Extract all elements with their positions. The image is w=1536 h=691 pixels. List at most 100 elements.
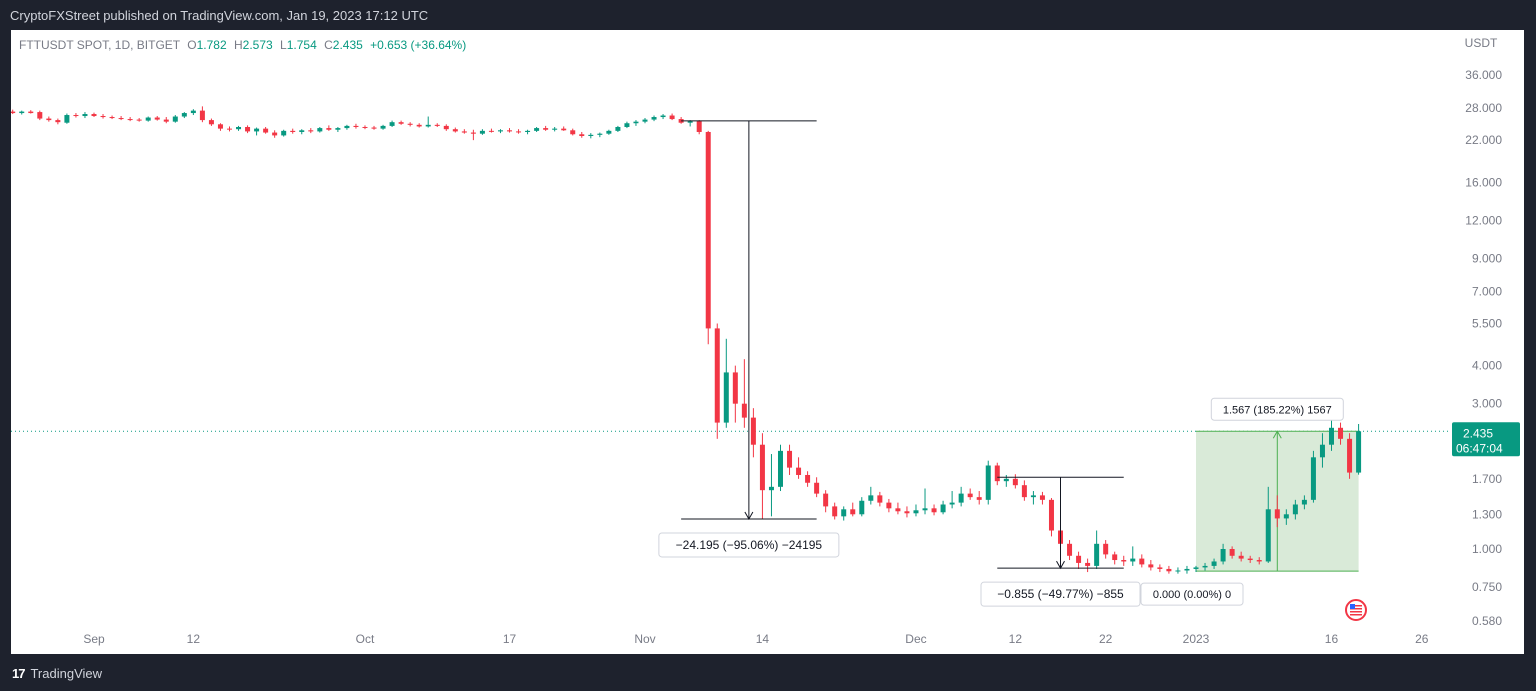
candle-body	[154, 117, 160, 120]
candle-body	[1067, 543, 1073, 556]
candle-body	[651, 117, 657, 120]
candle-body	[1301, 499, 1307, 505]
candle-body	[624, 123, 630, 127]
candle-body	[1103, 543, 1109, 555]
candle-body	[281, 130, 287, 136]
candlestick-chart[interactable]: USDT 36.000 28.000 22.000 16.000 12.000 9.000 7…	[11, 30, 1524, 654]
candle-body	[669, 115, 675, 120]
candle-body	[958, 493, 964, 503]
candle-body	[633, 121, 639, 124]
candle-body	[588, 134, 594, 136]
candle-body	[597, 133, 603, 135]
candle-body	[344, 125, 350, 129]
gain-range-arrow-head	[1272, 430, 1282, 439]
candle-body	[136, 119, 142, 121]
candle-body	[1139, 558, 1145, 565]
candle-body	[859, 500, 865, 515]
y-tick-label: 22.000	[1465, 133, 1502, 147]
y-tick-label: 1.700	[1472, 472, 1502, 486]
candle-body	[1265, 509, 1271, 562]
candle-body	[985, 465, 991, 500]
bar-countdown: 06:47:04	[1456, 441, 1503, 455]
symbol-name: FTTUSDT SPOT, 1D, BITGET	[19, 38, 180, 52]
candle-body	[64, 115, 70, 123]
candle-body	[931, 508, 937, 513]
candle-body	[470, 132, 476, 134]
candle-body	[263, 128, 269, 133]
candle-body	[1356, 431, 1362, 473]
candle-body	[777, 450, 783, 487]
y-tick-label: 36.000	[1465, 68, 1502, 82]
candle-body	[398, 122, 404, 124]
high-label: H	[233, 38, 243, 52]
candle-body	[1121, 560, 1127, 562]
x-tick-label: 26	[1415, 632, 1429, 646]
flag-stripe	[1350, 608, 1362, 610]
candle-body	[389, 122, 395, 126]
candle-body	[1048, 499, 1054, 531]
chart-panel[interactable]: USDT 36.000 28.000 22.000 16.000 12.000 9.000 7…	[11, 30, 1524, 654]
close-label: C	[324, 38, 333, 52]
open-value: 1.782	[196, 38, 227, 52]
candle-body	[1338, 427, 1344, 439]
candle-body	[1130, 558, 1136, 562]
candle-body	[46, 118, 52, 121]
candle-body	[561, 128, 567, 131]
y-tick-label: 1.300	[1472, 507, 1502, 521]
x-tick-label: 2023	[1183, 632, 1210, 646]
low-value: 1.754	[286, 38, 317, 52]
candle-body	[1184, 568, 1190, 571]
x-tick-label: Oct	[356, 632, 375, 646]
change-value: +0.653 (+36.64%)	[370, 38, 467, 52]
candle-body	[787, 450, 793, 468]
candle-body	[1211, 561, 1217, 566]
measure-label: −0.855 (−49.77%) −855	[997, 587, 1124, 601]
candle-body	[570, 130, 576, 135]
y-tick-label: 28.000	[1465, 101, 1502, 115]
candle-body	[940, 504, 946, 513]
candle-body	[245, 126, 251, 132]
x-tick-label: 12	[1009, 632, 1023, 646]
candle-body	[750, 417, 756, 445]
last-price-value: 2.435	[1463, 426, 1493, 440]
candle-body	[91, 114, 97, 117]
candle-body	[236, 126, 242, 130]
footer: 17 TradingView	[12, 662, 102, 684]
candle-body	[525, 130, 531, 132]
candle-body	[1076, 555, 1082, 563]
candle-body	[1274, 509, 1280, 519]
candle-body	[976, 497, 982, 500]
candle-body	[1229, 549, 1235, 556]
candle-body	[660, 115, 666, 118]
y-tick-label: 0.580	[1472, 614, 1502, 628]
candle-body	[28, 111, 34, 114]
candle-body	[1039, 495, 1045, 500]
candle-body	[254, 128, 260, 132]
candle-body	[1238, 555, 1244, 559]
x-tick-label: 22	[1099, 632, 1113, 646]
gain-range-top-label-box	[1210, 397, 1344, 421]
candle-body	[172, 116, 178, 122]
x-tick-label: Nov	[634, 632, 655, 646]
candle-body	[579, 134, 585, 136]
candle-body	[326, 128, 332, 130]
candle-body	[759, 444, 765, 491]
measure-label-box	[658, 532, 840, 558]
flag-stripe	[1350, 605, 1362, 607]
x-tick-label: 14	[756, 632, 770, 646]
candle-body	[1094, 543, 1100, 566]
candle-body	[208, 120, 214, 125]
publish-header: CryptoFXStreet published on TradingView.…	[10, 8, 429, 23]
candle-body	[19, 111, 25, 114]
flag-stripe	[1350, 611, 1362, 613]
candle-body	[488, 130, 494, 132]
candle-body	[534, 128, 540, 131]
candle-body	[461, 131, 467, 133]
candle-body	[434, 124, 440, 126]
candle-body	[552, 128, 558, 130]
candle-body	[163, 119, 169, 122]
candle-body	[642, 119, 648, 122]
y-tick-label: 3.000	[1472, 397, 1502, 411]
candle-body	[696, 121, 702, 132]
candle-body	[317, 128, 323, 132]
